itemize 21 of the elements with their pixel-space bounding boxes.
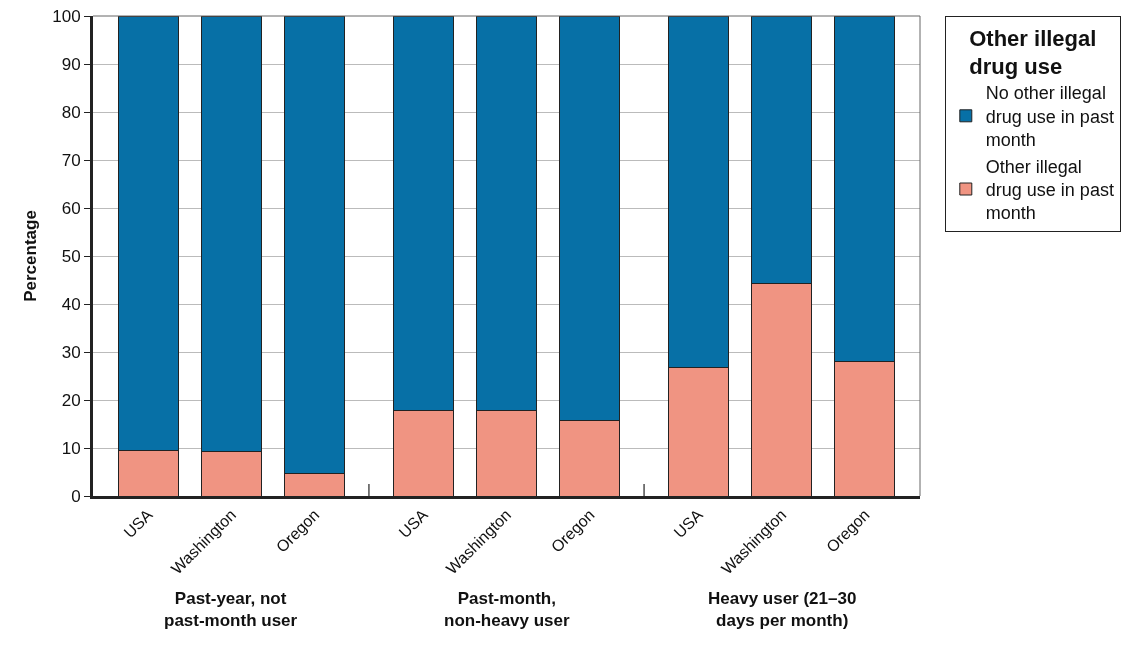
y-axis-title: Percentage xyxy=(20,210,40,302)
x-tick-label: USA xyxy=(395,505,432,542)
x-tick-label: USA xyxy=(670,505,707,542)
legend-title: Other illegal drug use xyxy=(969,25,1097,80)
y-tick-label: 90 xyxy=(61,54,81,74)
y-tick-label: 70 xyxy=(61,150,81,170)
legend-label: Other illegal drug use in past month xyxy=(985,156,1114,224)
legend-label: No other illegal drug use in past month xyxy=(985,83,1114,151)
y-tick-label: 100 xyxy=(52,6,81,26)
text: Heavy user (21–30 days per month) xyxy=(708,589,857,631)
y-tick-label: 0 xyxy=(71,486,81,506)
y-tick-label: 50 xyxy=(61,246,81,266)
y-tick-label: 80 xyxy=(61,102,81,122)
y-tick-label: 30 xyxy=(61,342,81,362)
y-tick-label: 20 xyxy=(61,390,81,410)
y-tick-label: 60 xyxy=(61,198,81,218)
text: Past-month, non-heavy user xyxy=(444,589,571,631)
y-tick-label: 40 xyxy=(61,294,81,314)
y-tick-label: 10 xyxy=(61,438,81,458)
x-tick-label: USA xyxy=(120,505,157,542)
text: Past-year, not past-month user xyxy=(164,589,298,631)
